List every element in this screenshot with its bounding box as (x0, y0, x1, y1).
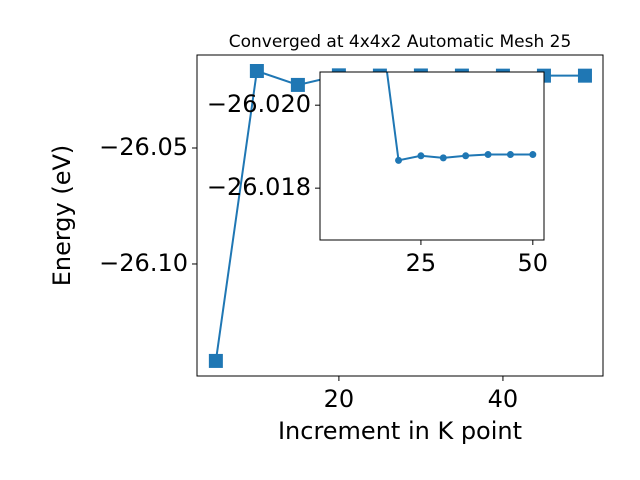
y-tick-label: −26.10 (99, 249, 188, 277)
axes-frame (319, 71, 545, 241)
chart-title: Converged at 4x4x2 Automatic Mesh 25 (229, 32, 572, 52)
marker (290, 77, 305, 92)
marker (439, 154, 447, 162)
marker (506, 151, 514, 159)
y-axis-label: Energy (eV) (48, 145, 76, 287)
x-tick-label: 40 (488, 385, 519, 413)
marker (484, 151, 492, 159)
marker (395, 156, 403, 164)
line (385, 72, 533, 162)
y-tick-label: −26.05 (99, 133, 188, 161)
marker (577, 68, 592, 83)
marker (529, 151, 537, 159)
x-axis-label: Increment in K point (278, 417, 522, 445)
marker (417, 152, 425, 160)
axes-frame (196, 54, 604, 377)
axes: 25 50 −26.020 −26.018 (207, 71, 549, 277)
marker (249, 64, 264, 79)
x-tick-label: 25 (406, 249, 437, 277)
y-tick-label: −26.020 (207, 90, 311, 118)
y-tick-label: −26.018 (207, 173, 311, 201)
plot-area (385, 72, 537, 164)
x-tick-label: 50 (518, 249, 549, 277)
marker (462, 152, 470, 160)
marker (208, 353, 223, 368)
x-tick-label: 20 (324, 385, 355, 413)
